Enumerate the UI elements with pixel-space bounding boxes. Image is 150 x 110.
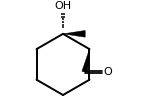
Polygon shape — [82, 49, 90, 72]
Text: O: O — [103, 67, 112, 77]
Polygon shape — [63, 30, 85, 37]
Text: OH: OH — [54, 1, 72, 11]
